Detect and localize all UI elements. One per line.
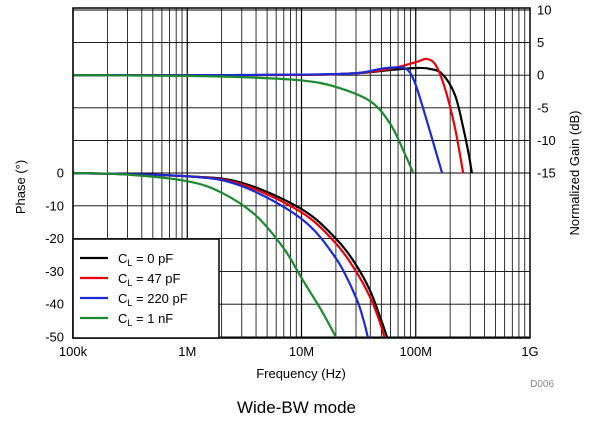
gain-curve — [73, 66, 473, 174]
legend-label: CL = 0 pF — [118, 251, 173, 268]
legend-box — [72, 238, 220, 339]
y-right-tick-label: 5 — [537, 35, 544, 50]
legend: CL = 0 pF CL = 47 pF CL = 220 pF CL = 1 nF — [72, 238, 220, 339]
legend-label: CL = 220 pF — [118, 291, 188, 308]
y-right-tick-label: 10 — [537, 3, 551, 18]
y-left-tick-label: -50 — [45, 330, 64, 345]
x-axis-label: Frequency (Hz) — [256, 366, 346, 381]
y-right-tick-label: -10 — [537, 133, 556, 148]
tick-labels: 100k 1M 10M 100M 1G 0 -10 -20 -30 -40 -50 10 5 0 -5 -10… — [45, 3, 556, 360]
x-tick-label: 1M — [178, 344, 196, 359]
y-left-tick-label: 0 — [57, 166, 64, 181]
legend-label: CL = 47 pF — [118, 271, 181, 288]
plot-frame — [72, 7, 531, 339]
y-left-tick-label: -20 — [45, 231, 64, 246]
y-left-tick-label: -10 — [45, 198, 64, 213]
y-right-tick-label: -5 — [537, 100, 549, 115]
x-tick-label: 1G — [521, 344, 538, 359]
chart-caption: Wide-BW mode — [236, 398, 357, 417]
figure-id: D006 — [530, 379, 554, 390]
gain-curve — [73, 74, 415, 174]
grid — [72, 8, 530, 338]
x-tick-label: 100M — [399, 344, 432, 359]
x-tick-label: 10M — [289, 344, 314, 359]
y-left-tick-label: -40 — [45, 297, 64, 312]
y-axis-right-label: Normalized Gain (dB) — [567, 111, 582, 236]
y-left-tick-label: -30 — [45, 264, 64, 279]
y-axis-left-label: Phase (°) — [13, 160, 28, 214]
y-right-tick-label: 0 — [537, 68, 544, 83]
phase-curve — [73, 171, 369, 338]
legend-label: CL = 1 nF — [118, 311, 173, 328]
y-right-tick-label: -15 — [537, 166, 556, 181]
curves — [73, 57, 473, 338]
phase-curve — [73, 171, 337, 338]
x-tick-label: 100k — [59, 344, 88, 359]
